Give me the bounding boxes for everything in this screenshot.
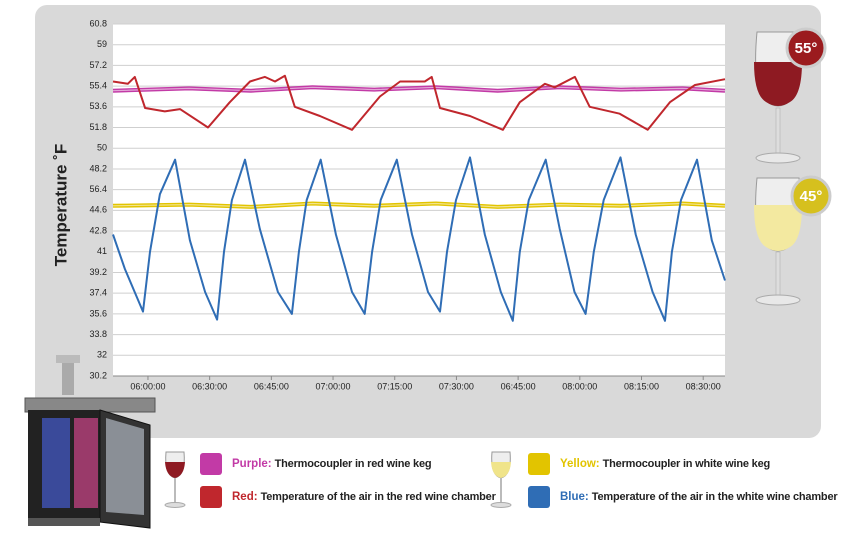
legend-glass [164, 451, 512, 508]
y-tick-label: 39.2 [89, 267, 107, 277]
x-tick-label: 08:15:00 [624, 381, 659, 391]
y-tick-label: 35.6 [89, 308, 107, 318]
x-tick-label: 08:30:00 [686, 381, 721, 391]
x-tick-label: 07:15:00 [377, 381, 412, 391]
legend-label: Yellow: Thermocoupler in white wine keg [560, 458, 770, 470]
badge [790, 175, 832, 217]
legend-swatch [200, 453, 222, 475]
y-tick-label: 30.2 [89, 370, 107, 380]
legend-swatch [200, 486, 222, 508]
y-tick-label: 37.4 [89, 288, 107, 298]
y-tick-label: 32 [97, 350, 107, 360]
y-tick-label: 53.6 [89, 101, 107, 111]
annotation: 45° [800, 188, 823, 205]
plot-area [113, 24, 725, 376]
legend-name: Purple: [232, 458, 272, 470]
y-tick-label: 57.2 [89, 60, 107, 70]
legend-label: Purple: Thermocoupler in red wine keg [232, 458, 431, 470]
y-tick-label: 59 [97, 39, 107, 49]
y-tick-label: 41 [97, 246, 107, 256]
x-tick-label: 06:30:00 [192, 381, 227, 391]
x-tick-label: 07:30:00 [439, 381, 474, 391]
legend-text: Thermocoupler in red wine keg [275, 458, 432, 470]
series-line [112, 74, 726, 131]
series-line-highlight [112, 86, 726, 92]
y-tick-label: 48.2 [89, 163, 107, 173]
legend-name: Blue: [560, 491, 589, 503]
x-tick-label: 06:45:00 [254, 381, 289, 391]
y-tick-label: 60.8 [89, 18, 107, 28]
y-tick-label: 42.8 [89, 225, 107, 235]
legend-text: Thermocoupler in white wine keg [603, 458, 770, 470]
x-tick-label: 06:45:00 [501, 381, 536, 391]
legend-label: Blue: Temperature of the air in the white… [560, 491, 838, 503]
annotation: 55° [795, 40, 818, 57]
badge [785, 27, 827, 69]
legend-swatch [528, 486, 550, 508]
x-tick-label: 07:00:00 [316, 381, 351, 391]
white-wine-glass [754, 177, 802, 306]
legend-name: Red: [232, 491, 258, 503]
y-tick-label: 56.4 [89, 184, 107, 194]
series-line [112, 156, 726, 322]
x-tick-label: 06:00:00 [130, 381, 165, 391]
y-tick-label: 33.8 [89, 329, 107, 339]
legend-label: Red: Temperature of the air in the red wi… [232, 491, 497, 503]
x-tick-label: 08:00:00 [562, 381, 597, 391]
y-tick-label: 50 [97, 143, 107, 153]
legend-text: Temperature of the air in the red wine c… [261, 491, 497, 503]
y-tick-label: 51.8 [89, 122, 107, 132]
y-tick-label: 44.6 [89, 205, 107, 215]
y-tick-label: 55.4 [89, 80, 107, 90]
legend-name: Yellow: [560, 458, 600, 470]
legend-swatch [528, 453, 550, 475]
legend-text: Temperature of the air in the white wine… [592, 491, 839, 503]
kegerator [24, 355, 156, 529]
y-axis-label: Temperature ˚F [51, 144, 70, 267]
